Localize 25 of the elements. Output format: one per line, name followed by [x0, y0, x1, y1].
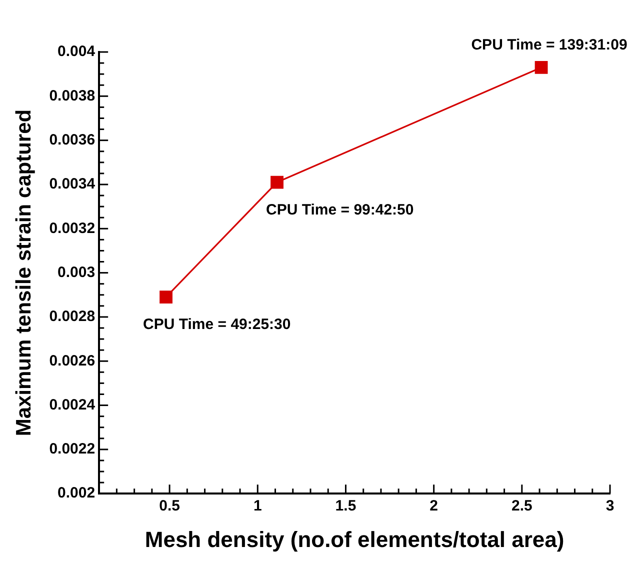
y-tick-label: 0.0022: [49, 440, 96, 458]
y-tick-label: 0.003: [58, 264, 96, 281]
x-axis-title: Mesh density (no.of elements/total area): [144, 526, 564, 552]
y-tick-label: 0.0028: [49, 308, 96, 326]
y-tick-label: 0.0024: [49, 396, 96, 414]
y-tick-label: 0.002: [58, 484, 96, 502]
annotation: CPU Time = 49:25:30: [143, 316, 291, 334]
x-tick-label: 2: [430, 498, 438, 515]
x-tick-label: 1.5: [335, 498, 356, 515]
y-tick-label: 0.0038: [49, 87, 96, 104]
point: [270, 176, 284, 189]
y-tick-label: 0.0034: [49, 176, 96, 193]
x-tick-label: 0.5: [159, 498, 180, 515]
point: [160, 290, 172, 304]
x-tick-label: 3: [606, 498, 614, 515]
y-tick-label: 0.0036: [49, 131, 96, 148]
point: [534, 61, 548, 74]
annotation: CPU Time = 99:42:50: [266, 201, 414, 218]
y-tick-label: 0.0032: [49, 220, 96, 237]
annotation: CPU Time = 139:31:09: [471, 36, 628, 54]
y-tick-label: 0.004: [58, 43, 96, 60]
x-tick-label: 1: [253, 498, 262, 515]
y-tick-label: 0.0026: [49, 352, 96, 370]
x-tick-label: 2.5: [511, 498, 532, 515]
y-axis-title: Maximum tensile strain captured: [12, 109, 36, 436]
